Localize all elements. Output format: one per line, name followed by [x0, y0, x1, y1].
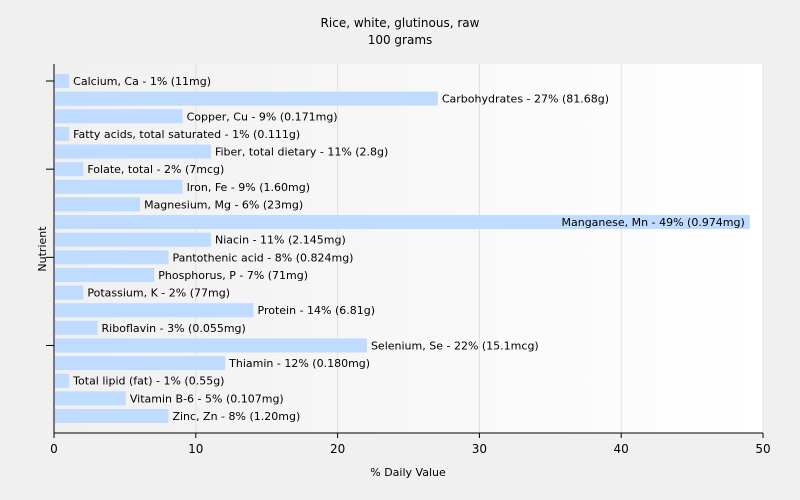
- bar-label: Iron, Fe - 9% (1.60mg): [187, 181, 310, 194]
- bar-label: Magnesium, Mg - 6% (23mg): [144, 198, 303, 211]
- bar: [55, 109, 183, 124]
- bar-label: Protein - 14% (6.81g): [258, 304, 376, 317]
- x-tick-label: 30: [472, 442, 487, 456]
- x-tick-label: 40: [614, 442, 629, 456]
- x-axis-label: % Daily Value: [370, 466, 446, 479]
- bar: [55, 250, 169, 265]
- bar-label: Thiamin - 12% (0.180mg): [228, 357, 370, 370]
- bar: [55, 303, 254, 318]
- bar: [55, 144, 211, 159]
- x-tick-label: 10: [188, 442, 203, 456]
- bar-label: Copper, Cu - 9% (0.171mg): [187, 110, 338, 123]
- bar: [55, 267, 155, 282]
- bar: [55, 179, 183, 194]
- bar: [55, 232, 211, 247]
- bar-label: Calcium, Ca - 1% (11mg): [73, 75, 211, 88]
- bar: [55, 338, 367, 353]
- bar-label: Phosphorus, P - 7% (71mg): [158, 269, 308, 282]
- bar-label: Vitamin B-6 - 5% (0.107mg): [130, 392, 284, 405]
- bar: [55, 126, 70, 141]
- bar-label: Riboflavin - 3% (0.055mg): [102, 322, 246, 335]
- bar: [55, 285, 84, 300]
- x-tick-label: 0: [50, 442, 58, 456]
- chart-title: Rice, white, glutinous, raw: [321, 16, 480, 30]
- bar: [55, 391, 126, 406]
- bar-label: Zinc, Zn - 8% (1.20mg): [172, 410, 300, 423]
- bar-label: Fatty acids, total saturated - 1% (0.111…: [73, 128, 300, 141]
- x-tick-label: 20: [330, 442, 345, 456]
- bar: [55, 409, 169, 423]
- bar-label: Folate, total - 2% (7mcg): [87, 163, 224, 176]
- bar: [55, 162, 84, 177]
- bar: [55, 373, 70, 388]
- bar: [55, 91, 438, 106]
- y-axis-label: Nutrient: [36, 226, 49, 272]
- bar-label: Manganese, Mn - 49% (0.974mg): [562, 216, 745, 229]
- bar: [55, 320, 98, 335]
- x-tick-label: 50: [755, 442, 770, 456]
- bar: [55, 215, 750, 230]
- bar: [55, 356, 226, 371]
- bar-label: Niacin - 11% (2.145mg): [215, 234, 346, 247]
- bar-label: Total lipid (fat) - 1% (0.55g): [72, 375, 224, 388]
- bar-label: Potassium, K - 2% (77mg): [87, 287, 230, 300]
- bar-label: Carbohydrates - 27% (81.68g): [442, 93, 609, 106]
- bar: [55, 74, 70, 88]
- bar: [55, 197, 141, 212]
- bar-label: Selenium, Se - 22% (15.1mcg): [371, 339, 539, 352]
- plot-area: [54, 64, 763, 433]
- bar-label: Fiber, total dietary - 11% (2.8g): [215, 146, 388, 159]
- chart-subtitle: 100 grams: [368, 33, 433, 47]
- bar-label: Pantothenic acid - 8% (0.824mg): [172, 251, 353, 264]
